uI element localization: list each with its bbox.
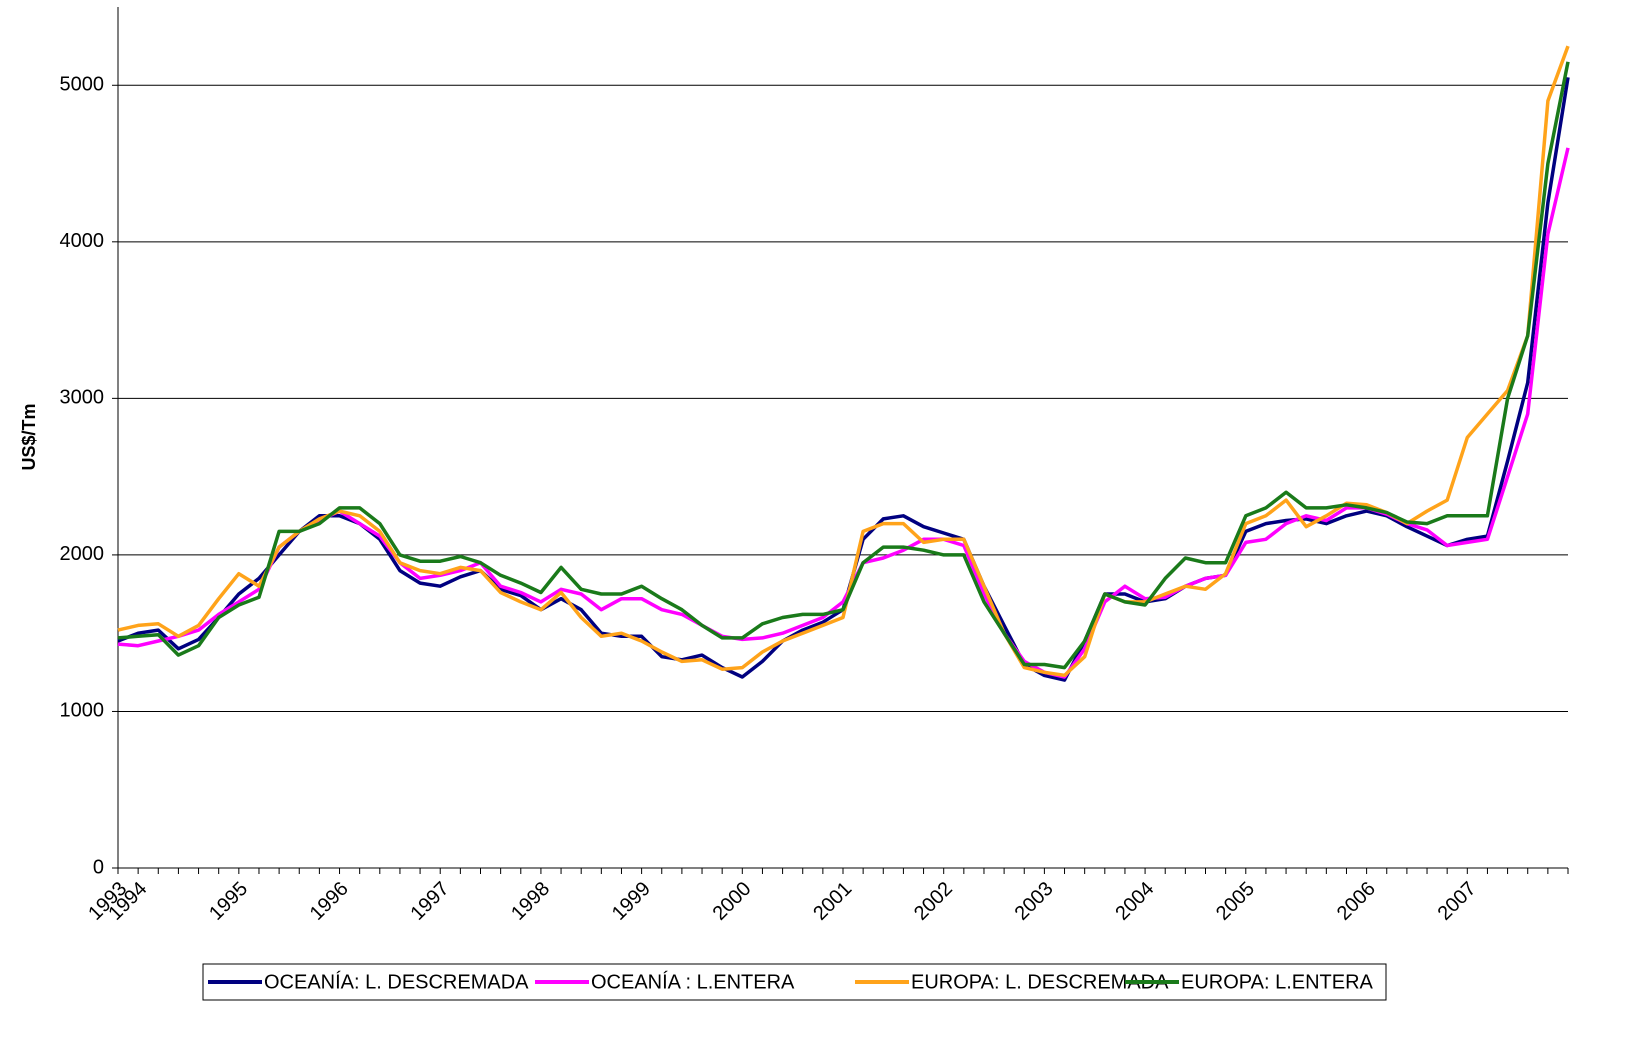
y-tick-label: 4000: [60, 230, 105, 252]
x-tick-label: 2002: [910, 878, 957, 925]
legend: OCEANÍA: L. DESCREMADA OCEANÍA : L.ENTERA…: [202, 963, 1387, 1001]
x-tick-label: 2000: [709, 878, 756, 925]
x-tick-label: 2001: [809, 878, 856, 925]
x-tick-label: 2007: [1434, 878, 1481, 925]
series-line: [117, 45, 1570, 678]
legend-label: EUROPA: L.ENTERA: [1181, 971, 1374, 993]
x-tick-label: 1995: [205, 878, 252, 925]
y-tick-label: 2000: [60, 543, 105, 565]
x-tick-label: 2005: [1212, 878, 1259, 925]
legend-box: [202, 963, 1387, 1001]
y-tick-label: 3000: [60, 387, 105, 409]
y-tick-label: 5000: [60, 74, 105, 96]
y-tick-label: 1000: [60, 700, 105, 722]
x-tick-label: 1999: [608, 878, 655, 925]
y-axis-title: US$/Tm: [19, 403, 39, 470]
x-tick-label: 2004: [1111, 878, 1158, 925]
x-tick-label: 2003: [1011, 878, 1058, 925]
legend-label: OCEANÍA : L.ENTERA: [591, 970, 795, 993]
legend-label: EUROPA: L. DESCREMADA: [911, 971, 1169, 993]
x-tick-label: 2006: [1333, 878, 1380, 925]
legend-label: OCEANÍA: L. DESCREMADA: [264, 970, 529, 993]
series-line: [117, 61, 1570, 670]
x-tick-label: 1998: [507, 878, 554, 925]
x-tick-label: 1997: [406, 878, 453, 925]
y-tick-label: 0: [93, 856, 104, 878]
x-tick-label: 1996: [306, 878, 353, 925]
series-line: [117, 77, 1570, 682]
series-line: [117, 147, 1570, 679]
